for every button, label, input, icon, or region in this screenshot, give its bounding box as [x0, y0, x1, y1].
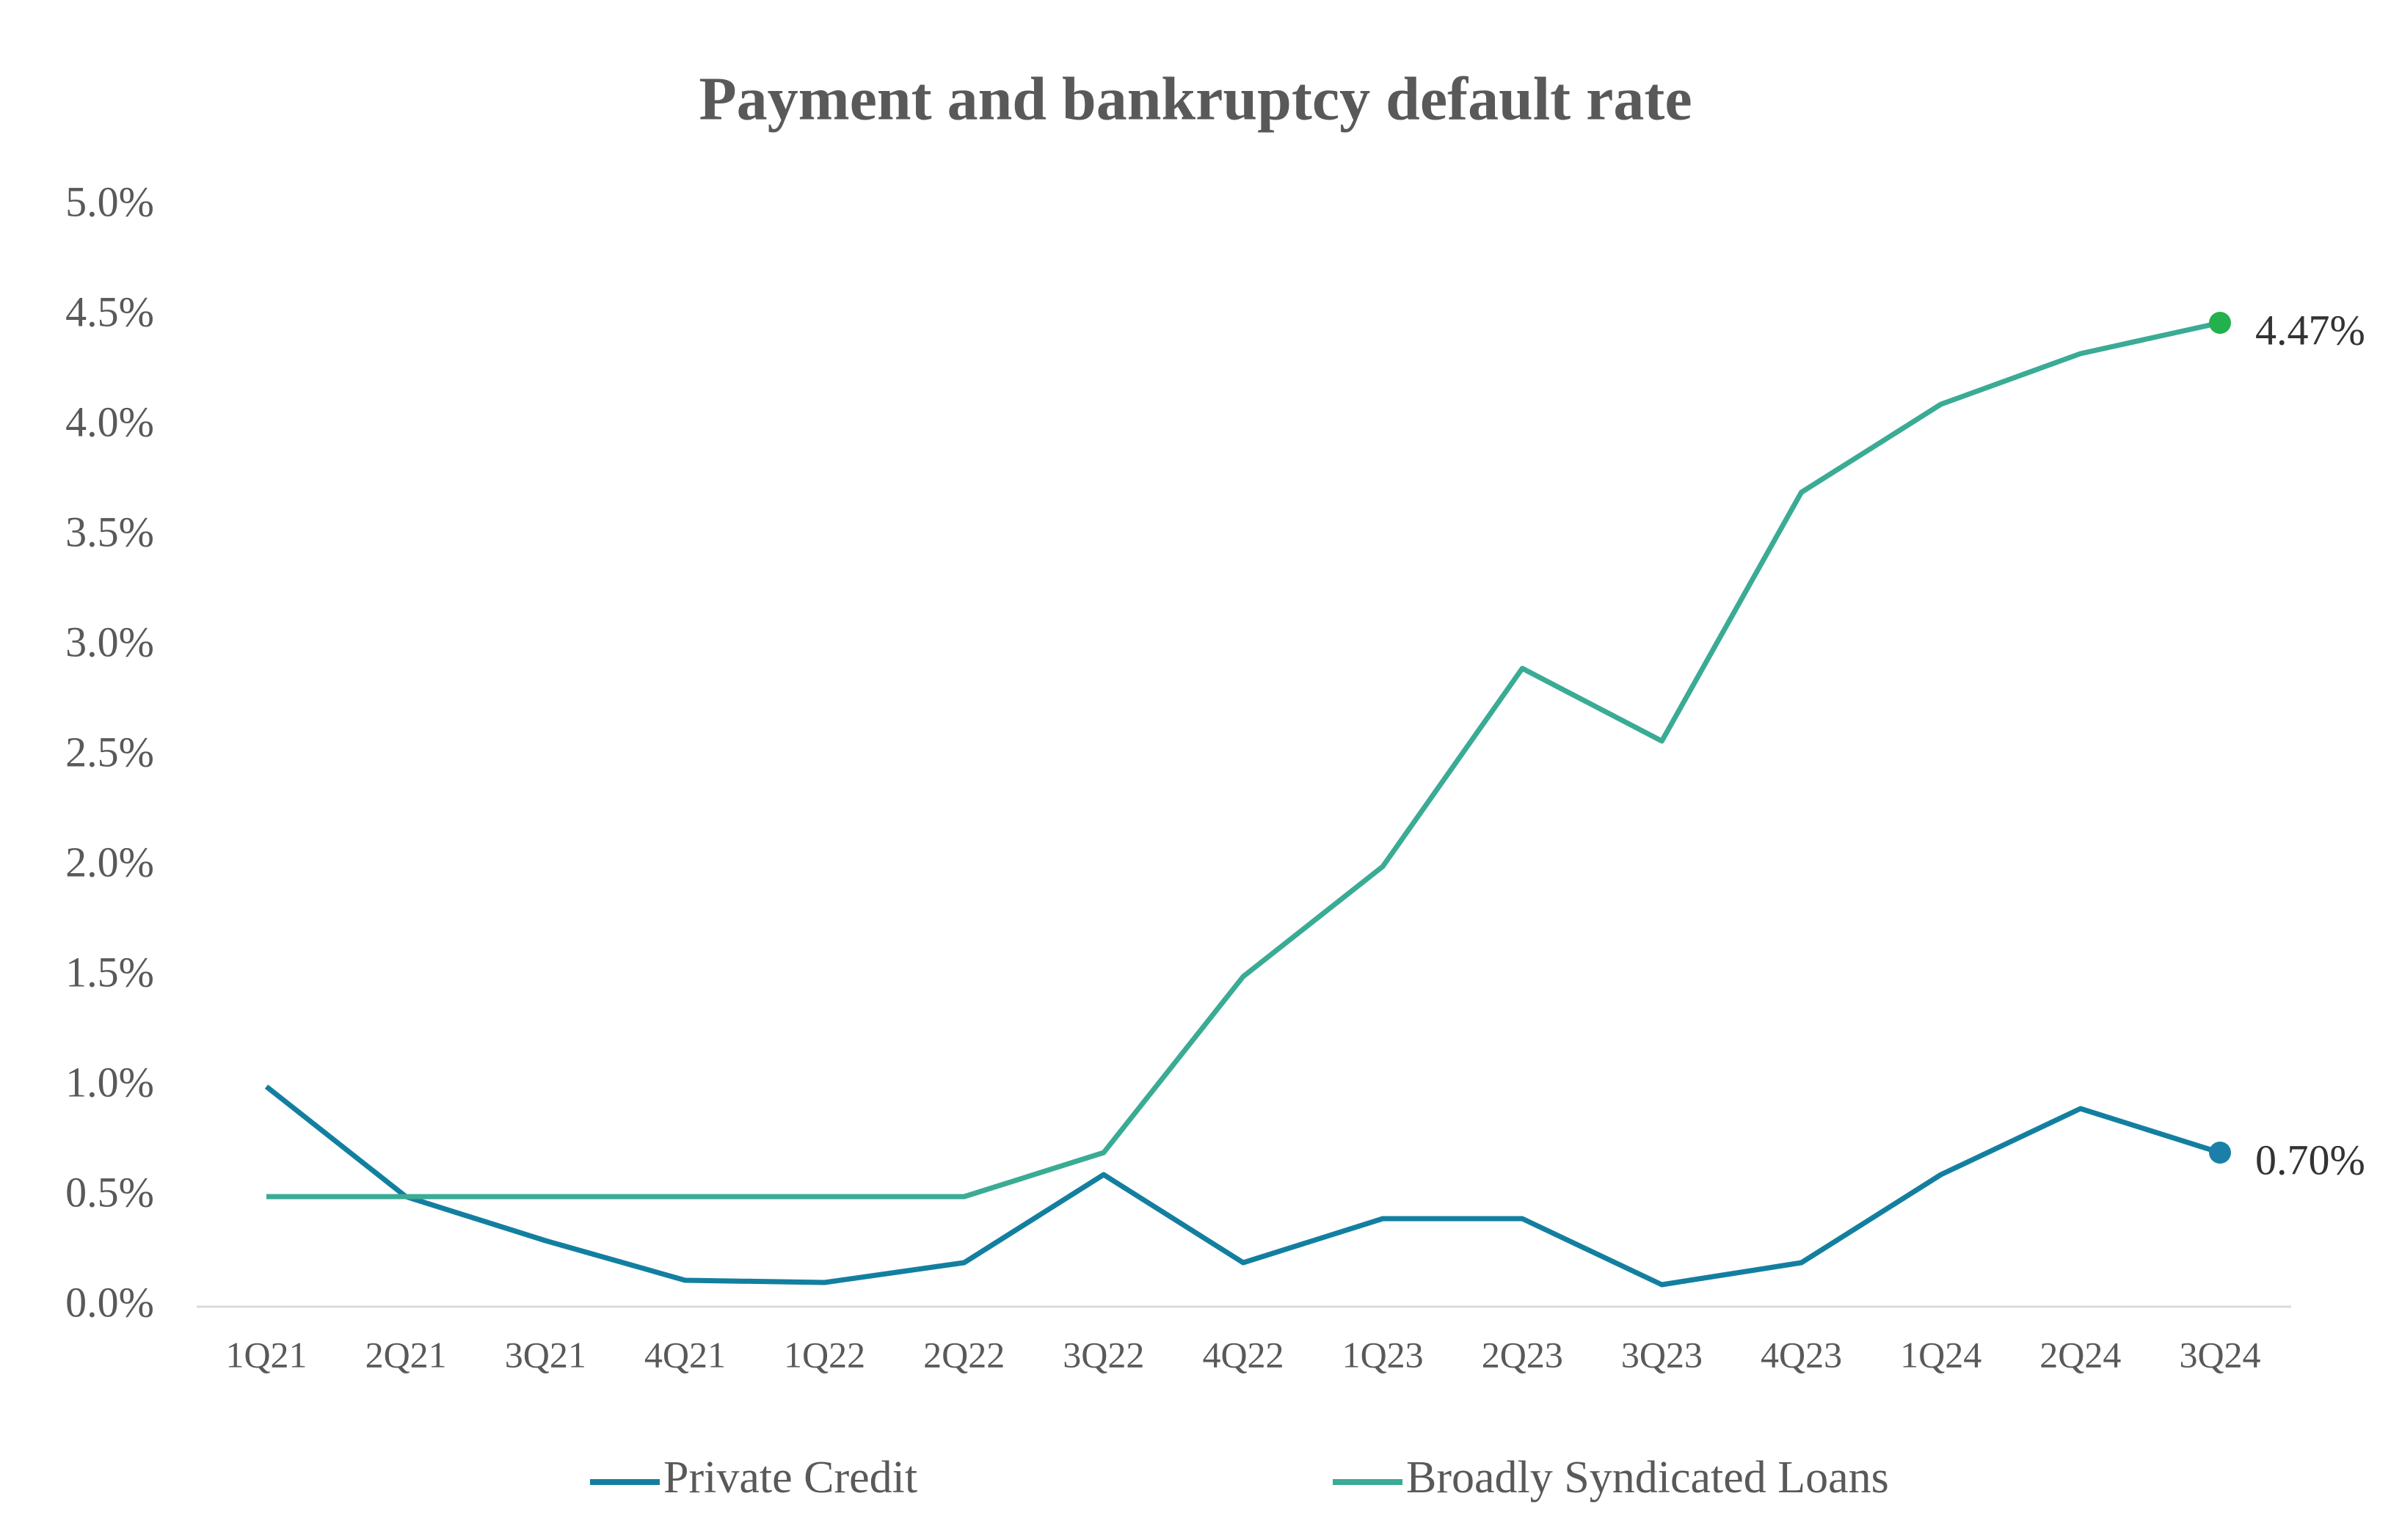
- x-tick-label: 4Q22: [1202, 1334, 1284, 1375]
- y-tick-label: 3.5%: [65, 508, 154, 555]
- legend-label: Private Credit: [663, 1453, 917, 1503]
- x-tick-label: 2Q24: [2039, 1334, 2121, 1375]
- value-label: 4.47%: [2255, 306, 2365, 354]
- x-tick-label: 2Q23: [1482, 1334, 1563, 1375]
- y-tick-label: 0.0%: [65, 1278, 154, 1326]
- y-tick-label: 1.5%: [65, 948, 154, 996]
- end-marker: [2209, 312, 2231, 334]
- legend-label: Broadly Syndicated Loans: [1406, 1453, 1889, 1503]
- x-tick-label: 3Q24: [2179, 1334, 2260, 1375]
- x-tick-label: 1Q24: [1900, 1334, 1981, 1375]
- x-tick-label: 4Q23: [1761, 1334, 1842, 1375]
- y-tick-label: 2.0%: [65, 838, 154, 886]
- x-tick-label: 3Q21: [505, 1334, 586, 1375]
- y-tick-label: 4.0%: [65, 398, 154, 445]
- x-tick-label: 2Q22: [923, 1334, 1005, 1375]
- y-tick-label: 4.5%: [65, 288, 154, 335]
- y-tick-label: 0.5%: [65, 1168, 154, 1216]
- x-tick-label: 1Q22: [784, 1334, 865, 1375]
- x-tick-label: 2Q21: [365, 1334, 447, 1375]
- x-tick-label: 1Q21: [225, 1334, 307, 1375]
- y-tick-label: 5.0%: [65, 178, 154, 225]
- value-label: 0.70%: [2255, 1136, 2365, 1183]
- series-line: [266, 320, 2221, 1200]
- x-tick-label: 4Q21: [644, 1334, 726, 1375]
- chart-title: Payment and bankruptcy default rate: [699, 65, 1692, 133]
- x-tick-label: 3Q23: [1621, 1334, 1703, 1375]
- x-tick-label: 1Q23: [1342, 1334, 1424, 1375]
- y-tick-label: 2.5%: [65, 728, 154, 776]
- y-tick-label: 1.0%: [65, 1058, 154, 1106]
- end-marker: [2209, 1142, 2231, 1164]
- y-tick-label: 3.0%: [65, 618, 154, 665]
- x-tick-label: 3Q22: [1063, 1334, 1144, 1375]
- series-line: [264, 1084, 2221, 1288]
